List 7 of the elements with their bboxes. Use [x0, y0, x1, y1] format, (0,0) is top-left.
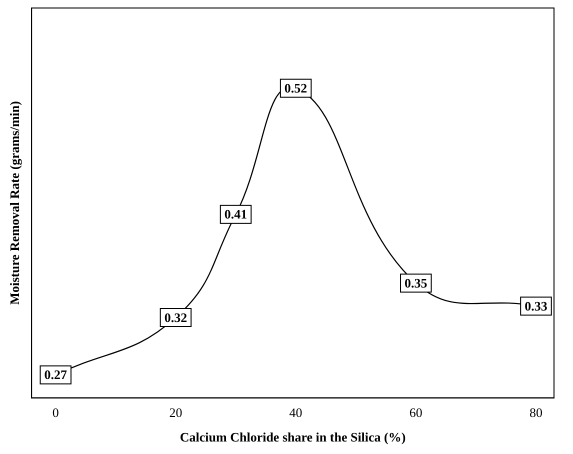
y-axis-title: Moisture Removal Rate (grams/min): [7, 101, 22, 305]
x-tick-label: 20: [169, 405, 182, 420]
x-tick-label: 60: [409, 405, 422, 420]
x-tick-label: 40: [289, 405, 302, 420]
x-tick-label: 80: [529, 405, 542, 420]
x-tick-label: 0: [52, 405, 59, 420]
x-axis-title: Calcium Chloride share in the Silica (%): [180, 430, 406, 445]
